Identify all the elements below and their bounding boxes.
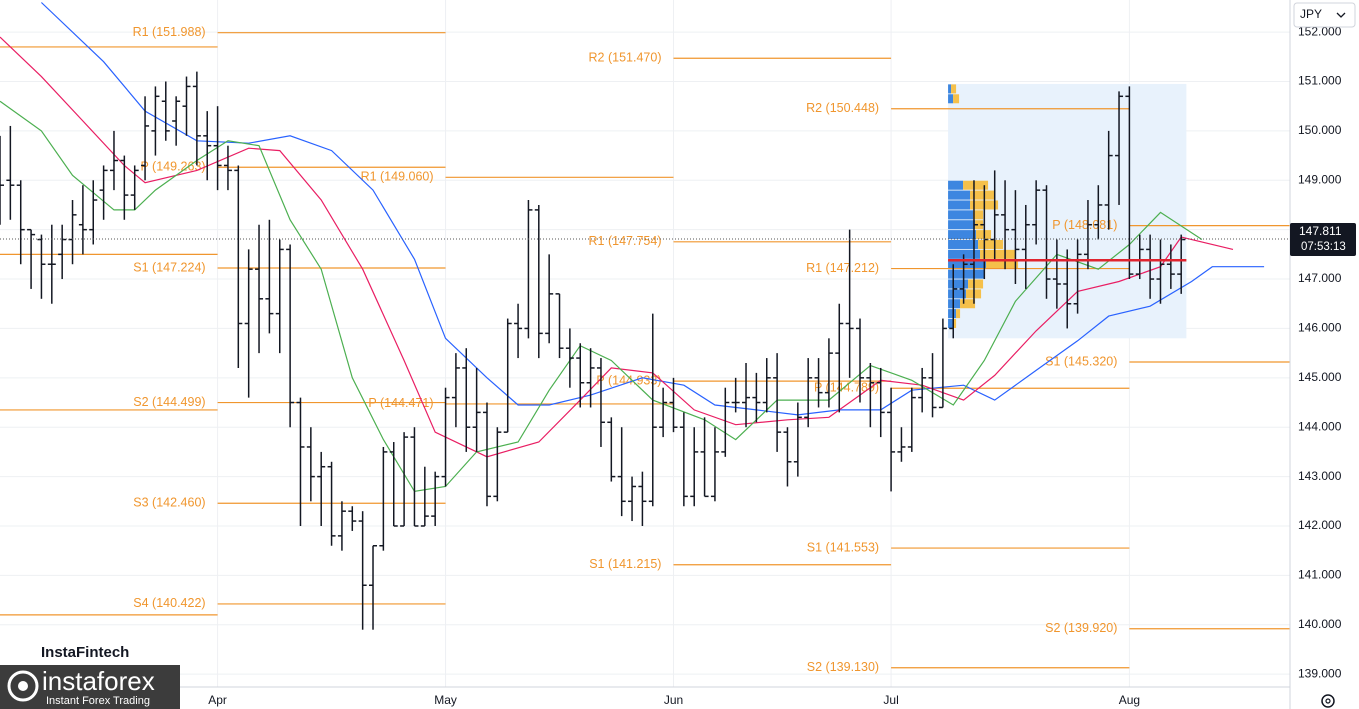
pivot-label: S1 (141.215) xyxy=(589,557,661,571)
x-tick-label: May xyxy=(434,693,457,707)
pivot-label: P (144.933) xyxy=(596,373,661,387)
y-tick-label: 139.000 xyxy=(1298,666,1342,680)
volume-buy xyxy=(948,239,979,249)
volume-buy xyxy=(948,289,967,299)
volume-buy xyxy=(948,190,971,200)
moving-average xyxy=(40,2,1265,416)
logo-globe xyxy=(7,670,39,702)
logo-tagline: Instant Forex Trading xyxy=(46,695,150,707)
pivot-label: R1 (147.754) xyxy=(589,234,662,248)
volume-buy xyxy=(948,180,964,190)
volume-sell xyxy=(951,84,957,94)
provider-name: InstaFintech xyxy=(41,644,129,661)
pivot-label: R1 (147.212) xyxy=(806,261,879,275)
x-tick-label: Aug xyxy=(1119,693,1140,707)
pivot-label: R1 (151.988) xyxy=(133,25,206,39)
volume-buy xyxy=(948,94,954,104)
currency-box[interactable] xyxy=(1293,2,1356,28)
y-tick-label: 144.000 xyxy=(1298,419,1342,433)
moving-average xyxy=(0,36,1234,458)
volume-buy xyxy=(948,299,961,309)
volume-sell xyxy=(953,94,960,104)
moving-average xyxy=(0,100,1203,493)
countdown-label: 07:53:13 xyxy=(1301,241,1346,253)
pivot-label: P (144.789) xyxy=(814,381,879,395)
y-tick-label: 146.000 xyxy=(1298,321,1342,335)
pivot-label: R1 (149.060) xyxy=(361,170,434,184)
x-tick-label: Apr xyxy=(208,693,227,707)
volume-sell xyxy=(980,249,1016,259)
pivot-label: P (148.081) xyxy=(1052,218,1117,232)
volume-buy xyxy=(948,279,969,289)
y-tick-label: 142.000 xyxy=(1298,518,1342,532)
y-tick-label: 149.000 xyxy=(1298,172,1342,186)
volume-sell xyxy=(976,230,992,240)
gear-icon[interactable] xyxy=(1321,694,1335,708)
y-tick-label: 145.000 xyxy=(1298,370,1342,384)
logo-globe-core xyxy=(18,681,28,691)
volume-sell xyxy=(986,259,1019,269)
y-tick-label: 140.000 xyxy=(1298,617,1342,631)
pivot-label: R2 (151.470) xyxy=(589,51,662,65)
x-tick-label: Jun xyxy=(664,693,683,707)
volume-sell xyxy=(963,180,989,190)
axes: 139.000 140.000 141.000 142.000 143.000 144.0… xyxy=(208,24,1356,707)
volume-buy xyxy=(948,210,974,220)
pivot-label: S1 (147.224) xyxy=(133,260,205,274)
y-tick-label: 152.000 xyxy=(1298,24,1342,38)
volume-sell xyxy=(960,299,976,309)
grid xyxy=(0,0,1290,687)
volume-buy xyxy=(948,84,952,94)
volume-buy xyxy=(948,220,976,230)
settings-button[interactable] xyxy=(1321,694,1335,708)
volume-sell xyxy=(968,279,984,289)
pivot-label: S2 (139.920) xyxy=(1045,621,1117,635)
last-price-box xyxy=(1290,222,1356,256)
pivot-label: S2 (139.130) xyxy=(807,660,879,674)
pivot-label: S2 (144.499) xyxy=(133,395,205,409)
pivot-label: P (149.263) xyxy=(140,160,205,174)
volume-buy xyxy=(948,309,957,319)
y-tick-label: 150.000 xyxy=(1298,123,1342,137)
pivot-label: P (144.471) xyxy=(368,396,433,410)
provider-box xyxy=(33,640,145,665)
x-tick-label: Jul xyxy=(883,693,898,707)
y-tick-label: 147.000 xyxy=(1298,271,1342,285)
volume-sell xyxy=(956,309,961,319)
pivot-label: S4 (140.422) xyxy=(133,596,205,610)
pivot-label: S1 (145.320) xyxy=(1045,354,1117,368)
pivot-label: S3 (142.460) xyxy=(133,496,205,510)
volume-sell xyxy=(953,318,957,328)
y-tick-label: 143.000 xyxy=(1298,469,1342,483)
volume-buy xyxy=(948,318,954,328)
currency-chevron[interactable] xyxy=(1336,12,1346,18)
volume-sell xyxy=(973,210,984,220)
volume-buy xyxy=(948,200,971,210)
gear-hub[interactable] xyxy=(1325,698,1331,704)
logo-text: instaforex xyxy=(42,666,155,696)
volume-buy xyxy=(948,230,977,240)
volume-sell xyxy=(975,220,984,230)
volume-sell xyxy=(970,190,996,200)
last-price-label: 147.811 xyxy=(1299,224,1342,238)
volume-sell xyxy=(978,239,1004,249)
volume-buy xyxy=(948,249,981,259)
pivot-label: R2 (150.448) xyxy=(806,101,879,115)
pivot-label: S1 (141.553) xyxy=(807,540,879,554)
currency-selector[interactable]: JPY xyxy=(1293,2,1356,28)
volume-buy xyxy=(948,269,985,279)
y-tick-label: 141.000 xyxy=(1298,568,1342,582)
plot-area: R1 (151.988) P (149.263) S1 (147.224) S2 (1… xyxy=(0,2,1290,674)
currency-text[interactable]: JPY xyxy=(1300,7,1322,21)
y-tick-label: 151.000 xyxy=(1298,74,1342,88)
